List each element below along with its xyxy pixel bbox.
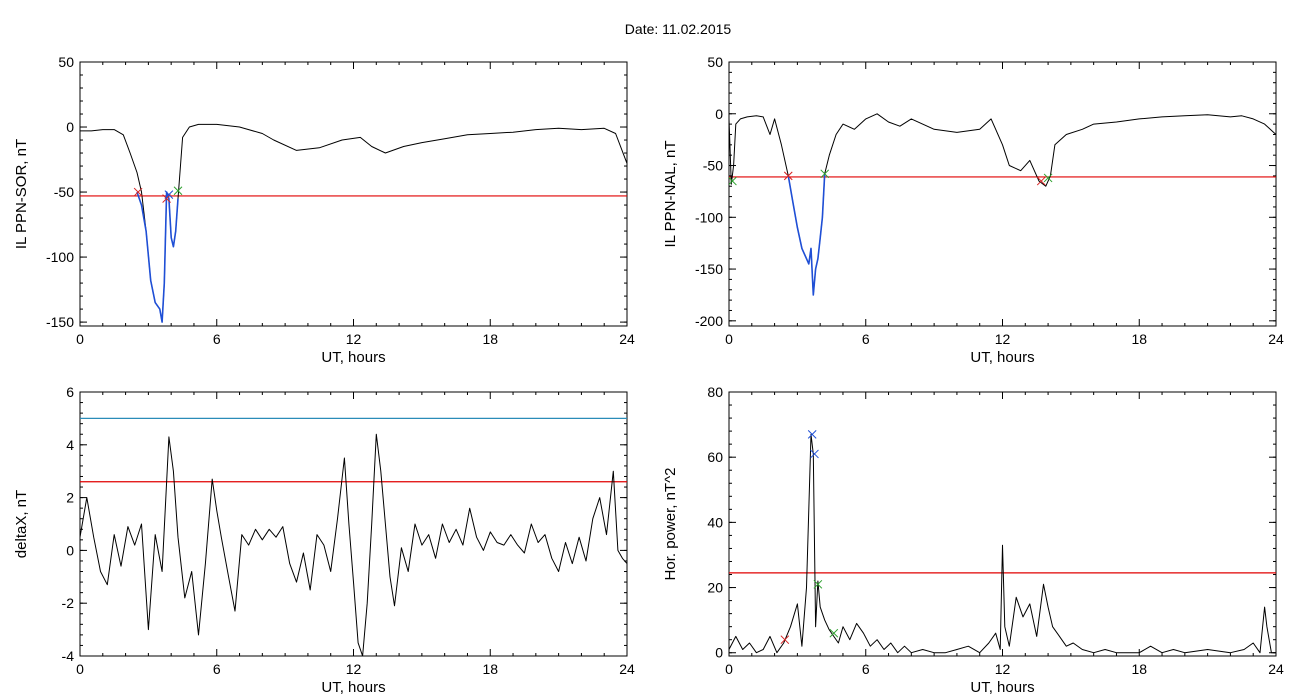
- cross-marker: [810, 450, 818, 458]
- x-tick-label: 0: [725, 331, 733, 347]
- x-tick-label: 0: [76, 331, 84, 347]
- x-axis-label: UT, hours: [321, 349, 385, 366]
- series-line-1: [729, 434, 1276, 652]
- y-tick-label: 0: [66, 542, 74, 558]
- y-tick-label: 80: [707, 384, 723, 400]
- y-tick-label: 2: [66, 490, 74, 506]
- y-tick-label: -100: [695, 209, 723, 225]
- chart-panel-3: 0 6 12 18 24 6 4 2 0 -2 -4 UT, hours deltaX, nT: [13, 384, 635, 696]
- x-tick-label: 18: [482, 661, 498, 677]
- plot-area: [80, 418, 627, 656]
- chart-panel-4: 0 6 12 18 24 80 60 40 20 0 UT, hours Hor. power, nT…: [662, 384, 1284, 696]
- x-tick-label: 6: [213, 331, 221, 347]
- series-line-2: [788, 174, 824, 295]
- y-tick-label: 4: [66, 437, 74, 453]
- y-tick-label: -50: [54, 184, 74, 200]
- chart-panel-1: 0 6 12 18 24 50 0 -50 -100 -150 UT, hours IL PPN-SO…: [13, 54, 635, 366]
- y-tick-label: -150: [695, 261, 723, 277]
- plot-frame: [729, 392, 1276, 656]
- x-axis-label: UT, hours: [970, 679, 1034, 696]
- plot-frame: [80, 392, 627, 656]
- x-tick-label: 24: [1268, 661, 1284, 677]
- x-tick-label: 18: [1131, 661, 1147, 677]
- x-tick-label: 12: [995, 331, 1011, 347]
- x-tick-label: 12: [346, 661, 362, 677]
- y-tick-label: 40: [707, 514, 723, 530]
- plot-frame: [80, 62, 627, 326]
- y-tick-label: 0: [66, 119, 74, 135]
- x-tick-label: 0: [76, 661, 84, 677]
- x-tick-label: 24: [1268, 331, 1284, 347]
- plot-area: [729, 430, 1276, 652]
- x-tick-label: 18: [1131, 331, 1147, 347]
- y-tick-label: -150: [46, 314, 74, 330]
- series-line-1: [80, 124, 627, 322]
- plot-area: [728, 114, 1276, 295]
- x-tick-label: 24: [619, 331, 635, 347]
- x-tick-label: 18: [482, 331, 498, 347]
- y-axis-label: deltaX, nT: [13, 490, 30, 558]
- series-line-1: [729, 114, 1276, 295]
- x-axis-label: UT, hours: [970, 349, 1034, 366]
- y-tick-label: 20: [707, 580, 723, 596]
- plot-frame: [729, 62, 1276, 326]
- plot-area: [80, 124, 627, 322]
- x-tick-label: 12: [346, 331, 362, 347]
- x-tick-label: 6: [862, 331, 870, 347]
- series-line-2: [137, 192, 178, 322]
- y-tick-label: -100: [46, 249, 74, 265]
- x-axis-label: UT, hours: [321, 679, 385, 696]
- y-axis-label: IL PPN-NAL, nT: [662, 141, 679, 248]
- y-tick-label: 0: [715, 106, 723, 122]
- y-tick-label: 50: [707, 54, 723, 70]
- y-tick-label: 50: [58, 54, 74, 70]
- x-tick-label: 24: [619, 661, 635, 677]
- chart-panel-2: 0 6 12 18 24 50 0 -50 -100 -150 -200 UT, hours IL PP…: [662, 54, 1284, 366]
- figure-canvas: Date: 11.02.2015 0 6 12 18 24500-50-100-150U…: [0, 0, 1300, 700]
- y-tick-label: 60: [707, 449, 723, 465]
- y-tick-label: 0: [715, 645, 723, 661]
- x-tick-label: 6: [213, 661, 221, 677]
- series-line-1: [80, 434, 627, 656]
- y-tick-label: -50: [703, 158, 723, 174]
- y-tick-label: -200: [695, 313, 723, 329]
- x-tick-label: 6: [862, 661, 870, 677]
- x-tick-label: 0: [725, 661, 733, 677]
- y-tick-label: 6: [66, 384, 74, 400]
- cross-marker: [781, 636, 789, 644]
- y-axis-label: Hor. power, nT^2: [662, 468, 679, 581]
- y-tick-label: -2: [62, 595, 75, 611]
- date-title: Date: 11.02.2015: [625, 21, 732, 37]
- y-axis-label: IL PPN-SOR, nT: [13, 139, 30, 249]
- cross-marker: [808, 430, 816, 438]
- x-tick-label: 12: [995, 661, 1011, 677]
- y-tick-label: -4: [62, 648, 75, 664]
